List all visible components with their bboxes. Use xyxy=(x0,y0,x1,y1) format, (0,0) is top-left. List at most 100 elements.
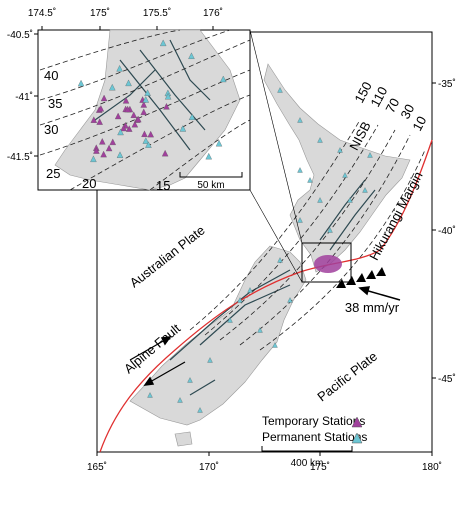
temporary-cluster xyxy=(314,255,342,273)
station xyxy=(114,112,122,120)
station xyxy=(342,172,348,178)
station xyxy=(163,103,170,110)
station xyxy=(147,392,153,398)
inset-connector xyxy=(249,189,303,283)
inset-locator xyxy=(301,242,352,283)
x-tick-label: 175˚ xyxy=(90,7,110,19)
station xyxy=(272,342,278,348)
station xyxy=(161,149,169,157)
station xyxy=(109,138,116,146)
station xyxy=(317,197,323,203)
station xyxy=(277,257,283,263)
scale-label: 50 km xyxy=(197,180,224,191)
y-tick-label: -45˚ xyxy=(438,373,456,385)
station xyxy=(227,317,233,323)
contour-label: 30 xyxy=(44,122,58,137)
scale-bar xyxy=(261,446,353,452)
contour-label: 20 xyxy=(82,176,96,191)
plate-boundary xyxy=(99,139,433,453)
legend-label: Permanent Stations xyxy=(262,430,367,444)
legend-symbol xyxy=(351,416,363,428)
station xyxy=(116,65,123,72)
station xyxy=(177,397,183,403)
station xyxy=(125,125,133,132)
station xyxy=(140,101,147,108)
legend-symbol xyxy=(351,432,363,444)
station xyxy=(122,97,130,104)
legend-label: Temporary Stations xyxy=(262,414,365,428)
station xyxy=(247,287,253,293)
contour-label: 10 xyxy=(409,114,429,134)
station xyxy=(205,152,212,160)
station xyxy=(145,141,152,148)
station xyxy=(100,150,107,158)
contour-label: 70 xyxy=(382,96,402,116)
station xyxy=(93,147,100,154)
station xyxy=(109,83,116,91)
station xyxy=(147,130,154,138)
station xyxy=(159,39,167,47)
x-tick-label: 175.5˚ xyxy=(143,7,171,19)
station xyxy=(188,113,196,120)
station xyxy=(125,79,132,87)
station xyxy=(317,137,323,143)
station xyxy=(141,130,148,137)
x-tick-label: 180˚ xyxy=(422,461,442,473)
station xyxy=(164,92,172,100)
station xyxy=(179,125,187,132)
y-tick-label: -41.5˚ xyxy=(7,151,33,163)
contour-label: 30 xyxy=(397,102,417,122)
station xyxy=(297,117,303,123)
contour-label: 15 xyxy=(156,178,170,193)
x-tick-label: 175˚ xyxy=(310,461,330,473)
station xyxy=(287,297,293,303)
station xyxy=(90,155,97,163)
station xyxy=(187,377,193,383)
station xyxy=(96,118,103,125)
station xyxy=(237,297,243,303)
inset-connector xyxy=(249,29,303,244)
y-tick-label: -40.5˚ xyxy=(7,29,33,41)
contour-label: 40 xyxy=(44,68,58,83)
station xyxy=(297,167,303,173)
station xyxy=(140,108,147,115)
station xyxy=(134,115,142,123)
station xyxy=(117,128,124,136)
inset-map xyxy=(37,29,251,191)
motion-arrows xyxy=(129,286,401,386)
inset-ticks: 174.5˚ 175˚ 175.5˚ 176˚ -40.5˚ -41˚ -41.5˚ xyxy=(7,7,223,163)
station xyxy=(116,151,124,158)
contour-label: 25 xyxy=(46,166,60,181)
station xyxy=(337,147,343,153)
y-tick-label: -41˚ xyxy=(15,91,33,103)
station xyxy=(307,177,313,183)
x-tick-label: 176˚ xyxy=(203,7,223,19)
station xyxy=(120,124,127,132)
station-markers xyxy=(147,87,373,413)
station xyxy=(99,138,106,145)
station xyxy=(77,79,85,87)
station xyxy=(220,75,227,83)
contour-labels: 40 35 30 25 20 15 xyxy=(44,68,170,193)
station xyxy=(215,139,223,147)
x-tick-label: 165˚ xyxy=(87,461,107,473)
main-ticks: 165˚ 170˚ 175˚ 180˚ -35˚ -40˚ -45˚ xyxy=(87,78,456,473)
station xyxy=(347,197,353,203)
y-tick-label: -40˚ xyxy=(438,225,456,237)
x-tick-label: 174.5˚ xyxy=(28,7,56,19)
station xyxy=(142,96,149,103)
station xyxy=(257,327,263,333)
station xyxy=(297,217,303,223)
main-contours xyxy=(189,119,426,351)
contour-label: 35 xyxy=(48,96,62,111)
station xyxy=(124,105,131,113)
station xyxy=(197,407,203,413)
station xyxy=(207,357,213,363)
station xyxy=(130,111,138,118)
station xyxy=(277,87,283,93)
scale-label: 400 km xyxy=(291,458,324,469)
inset-station-markers xyxy=(77,39,227,163)
rate-label: 38 mm/yr xyxy=(345,300,400,315)
